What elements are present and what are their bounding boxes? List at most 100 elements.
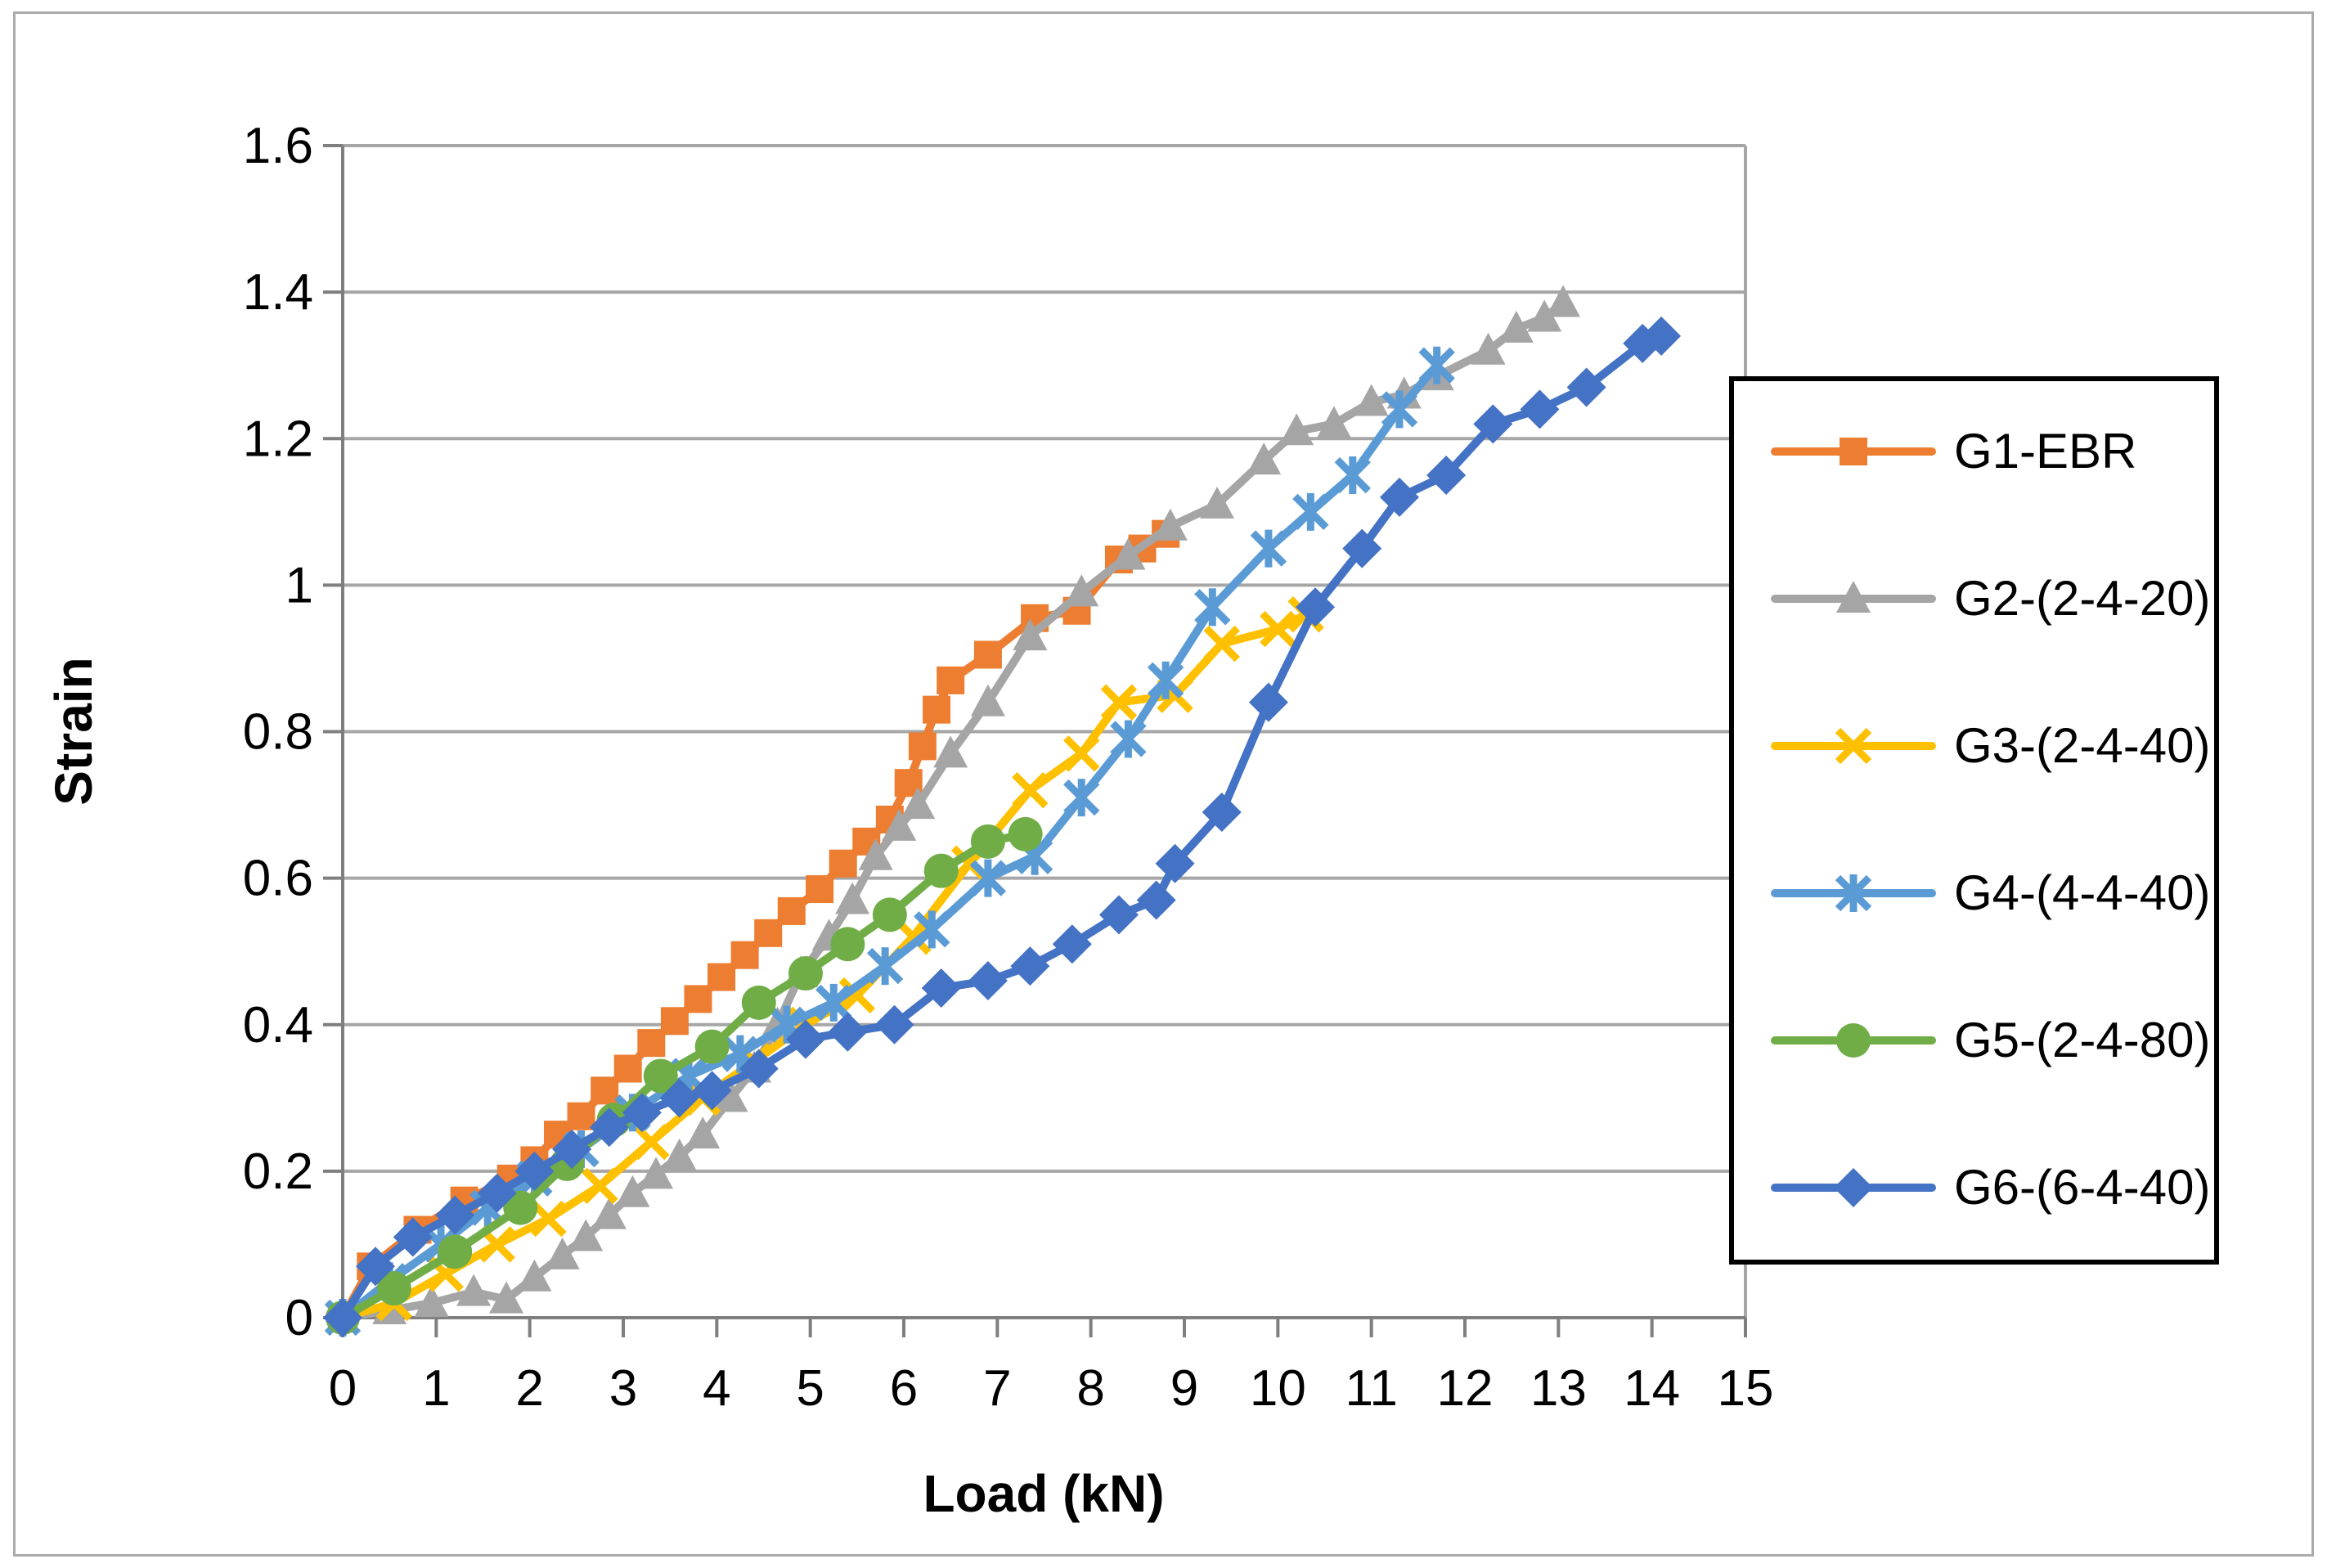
legend-item-G6-(6-4-40): G6-(6-4-40) [1771, 1160, 2210, 1215]
marker-x [1012, 771, 1049, 809]
marker-square [1840, 438, 1867, 465]
y-tick-label: 1.2 [243, 411, 313, 467]
marker-diamond [692, 1071, 732, 1111]
x-tick-label: 1 [422, 1360, 450, 1417]
legend-item-label: G2-(2-4-20) [1954, 571, 2210, 626]
marker-diamond [1098, 895, 1139, 935]
marker-square [754, 919, 783, 947]
marker-x [530, 1200, 567, 1238]
marker-square [973, 640, 1002, 669]
marker-square [708, 963, 736, 991]
marker-x [633, 1123, 670, 1161]
x-tick-label: 4 [703, 1360, 730, 1417]
marker-diamond [1010, 946, 1050, 986]
legend: G1-EBR G2-(2-4-20) G3-(2-4-40) G4-(4-4-40) G… [1729, 376, 2219, 1265]
figure-border [13, 11, 2314, 1557]
marker-triangle [1527, 299, 1562, 332]
marker-diamond [477, 1173, 517, 1213]
marker-triangle [1471, 332, 1506, 365]
marker-triangle [1498, 310, 1534, 343]
marker-circle [872, 897, 907, 932]
marker-circle [970, 824, 1005, 859]
marker-square [937, 666, 965, 694]
marker-circle [376, 1271, 411, 1306]
marker-circle [1008, 816, 1043, 851]
marker-triangle [858, 838, 893, 870]
marker-triangle [1279, 413, 1314, 446]
marker-triangle [414, 1285, 449, 1318]
marker-square [567, 1102, 595, 1130]
y-tick-label: 1.4 [243, 264, 313, 321]
marker-asterisk [815, 983, 852, 1022]
marker-diamond [1642, 316, 1682, 356]
marker-square [730, 941, 759, 969]
marker-x [1260, 610, 1296, 648]
marker-asterisk [1292, 492, 1329, 531]
marker-x [1835, 727, 1872, 765]
y-tick-label: 1.6 [243, 118, 313, 174]
marker-diamond [1342, 528, 1382, 568]
x-tick-label: 13 [1530, 1360, 1587, 1417]
marker-square [806, 875, 834, 904]
marker-triangle [1111, 537, 1146, 570]
marker-diamond [1248, 682, 1288, 722]
marker-triangle [1064, 574, 1099, 607]
y-tick-label: 0.8 [243, 704, 313, 761]
marker-triangle [1354, 384, 1389, 416]
legend-item-G5-(2-4-80): G5-(2-4-80) [1771, 1013, 2210, 1067]
marker-diamond [785, 1019, 825, 1059]
x-tick-label: 6 [890, 1360, 918, 1417]
marker-circle [788, 956, 823, 991]
marker-diamond [1520, 389, 1560, 429]
marker-triangle [1836, 581, 1871, 613]
marker-circle [1836, 1023, 1871, 1058]
marker-diamond [659, 1078, 699, 1118]
marker-diamond [828, 1012, 868, 1052]
marker-diamond [1136, 880, 1176, 920]
legend-item-label: G3-(2-4-40) [1954, 718, 2210, 773]
marker-triangle [685, 1116, 721, 1149]
marker-asterisk [1063, 779, 1100, 817]
marker-diamond [514, 1151, 555, 1191]
marker-asterisk [1381, 390, 1418, 429]
x-tick-label: 0 [329, 1360, 357, 1417]
marker-asterisk [914, 910, 950, 949]
marker-asterisk [1110, 720, 1147, 758]
marker-diamond [874, 1004, 914, 1045]
marker-triangle [713, 1080, 748, 1112]
marker-diamond [1426, 456, 1467, 496]
marker-diamond [1296, 587, 1336, 627]
marker-asterisk [1147, 661, 1184, 699]
marker-diamond [1379, 477, 1419, 517]
marker-circle [503, 1190, 538, 1225]
marker-diamond [393, 1217, 433, 1257]
marker-square [660, 1007, 689, 1036]
marker-triangle [835, 882, 870, 914]
marker-circle [830, 927, 865, 962]
x-tick-label: 10 [1250, 1360, 1306, 1417]
marker-diamond [739, 1049, 779, 1089]
x-tick-label: 11 [1345, 1360, 1397, 1417]
x-axis-title: Load (kN) [923, 1464, 1164, 1523]
marker-triangle [1546, 285, 1581, 317]
marker-diamond [1473, 404, 1513, 444]
marker-x [1063, 735, 1100, 772]
marker-asterisk [1835, 874, 1872, 912]
marker-triangle [456, 1274, 492, 1306]
marker-asterisk [1194, 588, 1231, 627]
marker-asterisk [1418, 346, 1455, 384]
marker-triangle [568, 1219, 604, 1251]
marker-asterisk [1334, 456, 1371, 495]
marker-circle [643, 1058, 678, 1094]
marker-diamond [1155, 843, 1195, 883]
marker-triangle [517, 1259, 552, 1292]
marker-triangle [970, 684, 1005, 717]
marker-diamond [968, 961, 1008, 1001]
marker-square [613, 1054, 642, 1083]
marker-diamond [622, 1093, 662, 1133]
marker-triangle [489, 1281, 524, 1314]
x-tick-label: 12 [1437, 1360, 1494, 1417]
x-tick-label: 15 [1718, 1360, 1774, 1417]
marker-diamond [356, 1247, 396, 1287]
x-tick-label: 5 [796, 1360, 824, 1417]
